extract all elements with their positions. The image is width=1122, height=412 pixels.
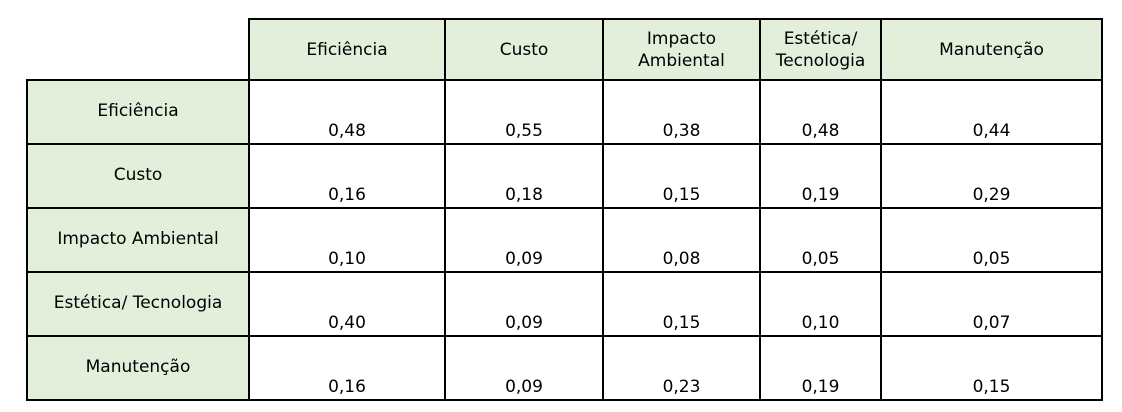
table-cell: 0,55 xyxy=(444,79,604,145)
row-header: Impacto Ambiental xyxy=(26,207,250,273)
table-cell: 0,07 xyxy=(880,271,1103,337)
table-cell: 0,29 xyxy=(880,143,1103,209)
column-header-eficiencia: Eficiência xyxy=(248,18,446,81)
column-header-label: Custo xyxy=(499,39,549,60)
table-cell: 0,16 xyxy=(248,335,446,401)
row-header: Custo xyxy=(26,143,250,209)
table-row: Eficiência 0,48 0,55 0,38 0,48 0,44 xyxy=(26,79,1103,145)
row-header: Eficiência xyxy=(26,79,250,145)
header-row: Eficiência Custo Impacto Ambiental Estét… xyxy=(27,18,1103,81)
table-cell: 0,09 xyxy=(444,207,604,273)
column-header-label-line-1: Impacto xyxy=(646,28,717,49)
table-cell: 0,19 xyxy=(759,335,882,401)
column-header-label: Manutenção xyxy=(939,39,1044,60)
table-row: Custo 0,16 0,18 0,15 0,19 0,29 xyxy=(26,143,1103,209)
column-header-custo: Custo xyxy=(444,18,604,81)
column-header-label-line-2: Ambiental xyxy=(638,50,725,71)
table-cell: 0,23 xyxy=(602,335,761,401)
table-cell: 0,40 xyxy=(248,271,446,337)
table-cell: 0,09 xyxy=(444,335,604,401)
column-header-manutencao: Manutenção xyxy=(880,18,1103,81)
table-cell: 0,48 xyxy=(248,79,446,145)
table-cell: 0,15 xyxy=(602,143,761,209)
column-header-label: Eficiência xyxy=(306,39,388,60)
column-header-label-line-2: Tecnologia xyxy=(775,50,866,71)
column-header-impacto-ambiental: Impacto Ambiental xyxy=(602,18,761,81)
table-cell: 0,10 xyxy=(248,207,446,273)
column-header-estetica-tecnologia: Estética/ Tecnologia xyxy=(759,18,882,81)
table-cell: 0,44 xyxy=(880,79,1103,145)
table-row: Impacto Ambiental 0,10 0,09 0,08 0,05 0,… xyxy=(26,207,1103,273)
table-cell: 0,18 xyxy=(444,143,604,209)
table-cell: 0,08 xyxy=(602,207,761,273)
corner-cell xyxy=(27,19,250,81)
table-cell: 0,48 xyxy=(759,79,882,145)
table-cell: 0,09 xyxy=(444,271,604,337)
table-cell: 0,05 xyxy=(759,207,882,273)
row-header: Manutenção xyxy=(26,335,250,401)
table-row: Estética/ Tecnologia 0,40 0,09 0,15 0,10… xyxy=(26,271,1103,337)
table-cell: 0,19 xyxy=(759,143,882,209)
row-header: Estética/ Tecnologia xyxy=(26,271,250,337)
comparison-matrix-container: Eficiência Custo Impacto Ambiental Estét… xyxy=(26,18,1103,401)
table-cell: 0,05 xyxy=(880,207,1103,273)
comparison-matrix: Eficiência Custo Impacto Ambiental Estét… xyxy=(26,18,1103,401)
table-cell: 0,15 xyxy=(602,271,761,337)
column-header-label-line-1: Estética/ xyxy=(783,28,858,49)
table-cell: 0,10 xyxy=(759,271,882,337)
table-cell: 0,38 xyxy=(602,79,761,145)
table-row: Manutenção 0,16 0,09 0,23 0,19 0,15 xyxy=(26,335,1103,401)
table-cell: 0,15 xyxy=(880,335,1103,401)
table-cell: 0,16 xyxy=(248,143,446,209)
